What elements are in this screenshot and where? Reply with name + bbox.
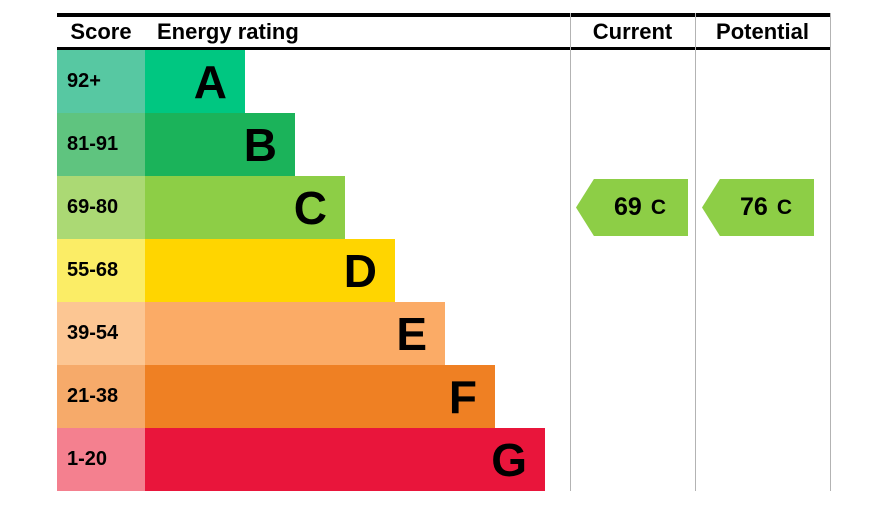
potential-score-value: 76	[740, 193, 768, 221]
band-letter: D	[343, 244, 377, 297]
band-bar-a: A	[145, 50, 245, 113]
band-score-range: 69-80	[57, 176, 145, 239]
band-letter: A	[193, 55, 227, 108]
header-score: Score	[70, 19, 132, 44]
header-underline	[57, 47, 830, 50]
band-score-range: 92+	[57, 50, 145, 113]
band-row-d: 55-68 D	[57, 239, 577, 302]
band-row-f: 21-38 F	[57, 365, 577, 428]
band-bar-d: D	[145, 239, 395, 302]
band-letter: F	[448, 370, 477, 423]
band-bar-e: E	[145, 302, 445, 365]
potential-rating-arrow: 76 C	[702, 179, 814, 236]
band-row-g: 1-20 G	[57, 428, 577, 491]
divider-current-left	[570, 13, 571, 491]
current-rating-arrow: 69 C	[576, 179, 688, 236]
band-score-range: 81-91	[57, 113, 145, 176]
band-score-range: 1-20	[57, 428, 145, 491]
band-row-a: 92+ A	[57, 50, 577, 113]
band-bar-g: G	[145, 428, 545, 491]
divider-current-potential	[695, 13, 696, 491]
band-score-range: 21-38	[57, 365, 145, 428]
band-letter: E	[396, 307, 427, 360]
header-energy-rating: Energy rating	[157, 19, 299, 44]
band-letter: G	[491, 433, 527, 486]
current-score-value: 69	[614, 193, 642, 221]
band-row-c: 69-80 C	[57, 176, 577, 239]
band-row-b: 81-91 B	[57, 113, 577, 176]
band-bar-f: F	[145, 365, 495, 428]
band-bar-b: B	[145, 113, 295, 176]
band-letter: C	[293, 181, 327, 234]
band-score-range: 55-68	[57, 239, 145, 302]
potential-rating-letter: C	[776, 195, 792, 219]
band-bar-c: C	[145, 176, 345, 239]
header-potential: Potential	[716, 19, 809, 44]
current-rating-letter: C	[650, 195, 666, 219]
divider-right	[830, 13, 831, 491]
band-row-e: 39-54 E	[57, 302, 577, 365]
band-score-range: 39-54	[57, 302, 145, 365]
header-current: Current	[592, 19, 673, 44]
chart-top-border	[57, 13, 830, 17]
band-letter: B	[243, 118, 277, 171]
